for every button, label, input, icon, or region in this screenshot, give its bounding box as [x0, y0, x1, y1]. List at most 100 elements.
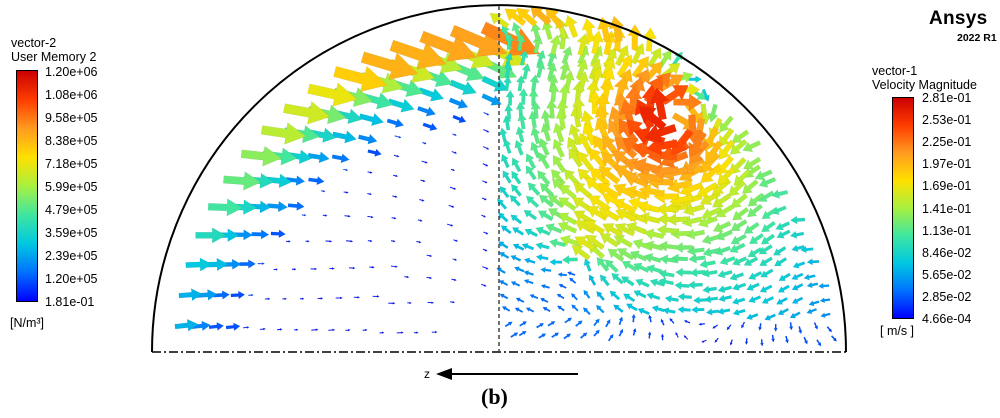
vector-arrow [717, 285, 733, 294]
vector-arrow [185, 257, 213, 272]
vector-arrow [830, 335, 837, 342]
vector-arrow [448, 97, 469, 109]
vector-arrow [452, 133, 457, 137]
vector-arrow [714, 337, 719, 344]
brand-name: Ansys [929, 8, 988, 29]
vector-arrow [657, 212, 680, 226]
vector-arrow [731, 129, 750, 144]
legend-tick: 1.20e+06 [45, 65, 98, 79]
vector-arrow [826, 325, 833, 333]
vector-arrow [563, 333, 572, 340]
vector-arrow [729, 272, 745, 281]
vector-arrow [730, 193, 748, 209]
vector-arrow [535, 253, 549, 262]
vector-arrow [517, 112, 527, 130]
vector-arrow [285, 239, 292, 243]
vector-arrow [549, 34, 562, 56]
vector-arrow [583, 289, 591, 299]
vector-arrow [743, 156, 762, 170]
vector-arrow [496, 267, 506, 275]
vector-arrow [718, 294, 733, 303]
vector-arrow [557, 221, 578, 234]
vector-arrow [644, 123, 677, 143]
vector-arrow [422, 141, 427, 145]
vector-arrow [760, 268, 774, 278]
vector-arrow [540, 122, 552, 142]
vector-arrow [452, 114, 467, 124]
vector-arrow [658, 269, 675, 279]
vector-arrow [308, 176, 325, 186]
vector-arrow [620, 276, 635, 287]
vector-arrow [688, 253, 706, 264]
vector-arrow [820, 312, 831, 318]
figure-caption: (b) [481, 384, 508, 409]
vector-arrow [519, 321, 528, 327]
vector-arrow [540, 109, 552, 129]
vector-arrow [719, 256, 736, 266]
vector-arrow [761, 220, 776, 233]
vector-arrow [539, 297, 549, 303]
vector-arrow [525, 153, 537, 170]
vector-arrow [452, 258, 458, 261]
vector-arrow [732, 308, 746, 316]
vector-arrow [537, 170, 551, 186]
vector-arrow [449, 300, 456, 304]
vector-arrow [699, 259, 716, 269]
vector-arrow [449, 24, 508, 57]
vector-arrow [310, 267, 318, 271]
vector-arrow [658, 277, 674, 287]
vector-arrow [521, 242, 535, 251]
vector-arrow [717, 166, 736, 186]
vector-arrow [774, 257, 788, 267]
vector-arrow [481, 75, 509, 92]
vector-arrow [369, 265, 376, 269]
vector-arrow [515, 297, 525, 303]
vector-arrow [525, 307, 535, 313]
vector-arrow [660, 318, 665, 326]
vector-arrow [574, 236, 596, 251]
vector-arrow [813, 322, 819, 330]
vector-arrow [742, 179, 759, 194]
vector-arrow [331, 153, 350, 164]
vector-arrow [481, 93, 502, 106]
vector-arrow [195, 288, 218, 301]
legend-tick: 1.41e-01 [922, 201, 972, 216]
vector-arrow [535, 241, 550, 250]
vector-arrow [688, 130, 707, 158]
vector-arrow [615, 44, 630, 67]
vector-arrow [538, 137, 550, 156]
vector-arrow [299, 297, 305, 301]
vector-arrow [320, 189, 326, 193]
vector-arrow [748, 270, 763, 280]
vector-arrow [504, 8, 527, 27]
legend-tick: 1.97e-01 [922, 157, 972, 172]
vector-arrow [564, 14, 579, 39]
vector-arrow [547, 320, 556, 327]
legend-tick: 1.13e-01 [922, 223, 972, 238]
vector-arrow [422, 122, 438, 132]
vector-arrow [453, 239, 459, 242]
vector-arrow [673, 93, 703, 111]
z-axis-arrowhead [436, 368, 452, 380]
vector-arrow [482, 163, 489, 167]
vector-arrow [191, 320, 211, 332]
vector-arrow [451, 150, 458, 154]
vector-arrow [552, 138, 565, 158]
vector-arrow [677, 305, 691, 314]
vector-arrow [732, 282, 747, 291]
legend-right-title-2: Velocity Magnitude [872, 78, 977, 92]
domain-outline [151, 4, 847, 353]
vector-arrow [789, 311, 801, 319]
vector-arrow [732, 206, 750, 221]
vector-arrow [225, 322, 241, 332]
vector-arrow [394, 135, 402, 139]
vector-arrow [646, 264, 663, 274]
vector-arrow [481, 197, 488, 201]
vector-arrow [509, 194, 522, 207]
legend-right-colorbar [892, 97, 914, 319]
vector-arrow [704, 295, 719, 304]
vector-arrow [622, 293, 636, 303]
vector-arrow [698, 322, 706, 326]
vector-arrow [283, 101, 331, 125]
